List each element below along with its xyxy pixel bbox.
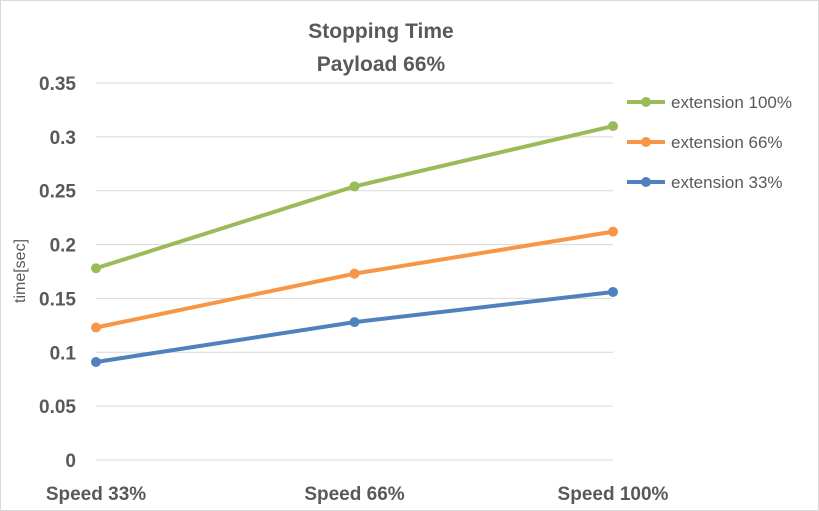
y-tick-label: 0.2 <box>50 236 76 257</box>
y-tick-label: 0.15 <box>39 289 76 310</box>
legend-marker-0 <box>641 97 651 107</box>
y-tick-label: 0.3 <box>50 128 76 149</box>
data-point <box>349 317 360 328</box>
y-tick-label: 0.35 <box>39 74 76 95</box>
chart-title-line-1: Stopping Time <box>308 20 453 43</box>
data-point <box>349 181 360 192</box>
data-point <box>608 226 618 237</box>
x-tick-label: Speed 33% <box>46 484 146 505</box>
data-point <box>608 121 618 132</box>
data-point <box>349 268 360 279</box>
data-point <box>91 356 101 367</box>
legend-label-1: extension 66% <box>671 133 783 152</box>
series-line-1 <box>95 229 614 330</box>
x-tick-label: Speed 100% <box>558 484 669 505</box>
y-tick-label: 0.25 <box>39 182 76 203</box>
legend-label-2: extension 33% <box>671 173 783 192</box>
y-tick-label: 0 <box>65 451 76 472</box>
y-axis-label: time[sec] <box>12 239 29 303</box>
y-tick-label: 0.1 <box>50 343 77 364</box>
data-point <box>608 286 618 297</box>
y-tick-label: 0.05 <box>39 397 76 418</box>
x-tick-label: Speed 66% <box>304 484 404 505</box>
legend-marker-1 <box>641 137 651 147</box>
legend-label-0: extension 100% <box>671 93 792 112</box>
legend-marker-2 <box>641 177 651 187</box>
data-point <box>91 322 101 333</box>
data-point <box>91 263 101 274</box>
chart-title-line-2: Payload 66% <box>317 53 446 76</box>
series-line-0 <box>95 124 614 271</box>
